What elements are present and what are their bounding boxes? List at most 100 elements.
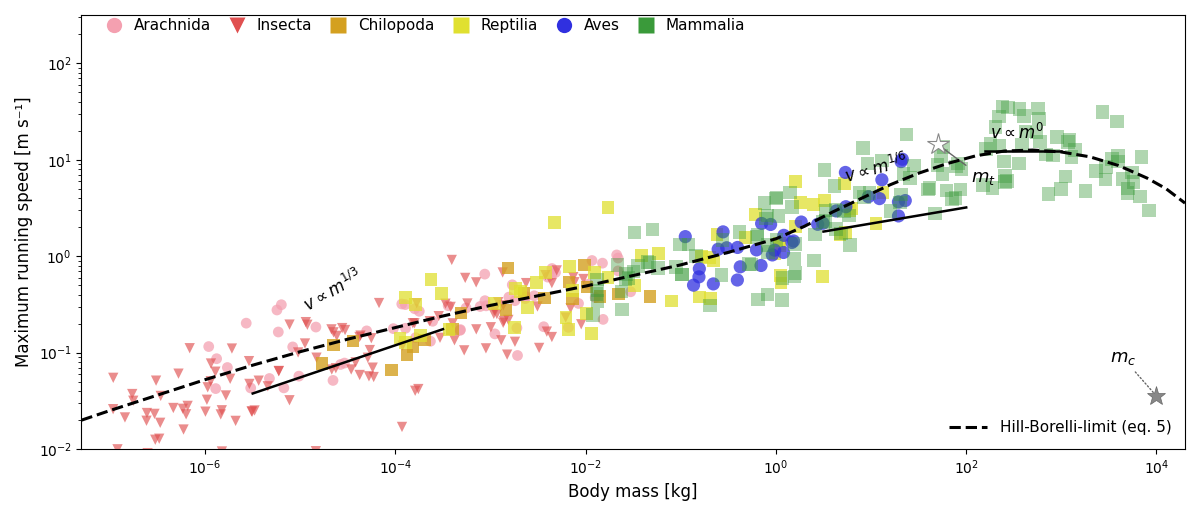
Point bbox=[835, 168, 854, 176]
Point bbox=[577, 283, 596, 292]
Point bbox=[607, 251, 626, 259]
Point bbox=[928, 161, 947, 169]
Point bbox=[784, 237, 803, 245]
Point bbox=[574, 275, 593, 283]
Point bbox=[108, 445, 127, 454]
Point bbox=[881, 207, 900, 215]
Point bbox=[814, 219, 833, 228]
Point bbox=[816, 206, 835, 215]
Point bbox=[770, 241, 790, 250]
Text: $m_c$: $m_c$ bbox=[1110, 349, 1154, 394]
Point bbox=[1051, 185, 1070, 194]
Point bbox=[830, 230, 850, 238]
Point bbox=[1093, 108, 1112, 116]
Point bbox=[1114, 175, 1133, 183]
Point bbox=[804, 256, 823, 264]
Point bbox=[146, 377, 166, 385]
Point bbox=[420, 317, 439, 325]
Point bbox=[242, 407, 262, 415]
Point bbox=[547, 266, 566, 275]
Point bbox=[350, 331, 370, 340]
Point bbox=[150, 434, 169, 443]
Point bbox=[686, 252, 706, 260]
Point bbox=[1016, 127, 1036, 136]
Point bbox=[221, 375, 240, 383]
Point bbox=[145, 436, 164, 444]
Point bbox=[608, 267, 628, 275]
Point bbox=[306, 323, 325, 331]
Point bbox=[1066, 146, 1085, 154]
Point bbox=[138, 449, 157, 457]
Point bbox=[1009, 105, 1028, 113]
Point bbox=[216, 391, 235, 399]
Point bbox=[827, 207, 846, 215]
Point bbox=[894, 170, 913, 179]
Point bbox=[557, 314, 576, 322]
Point bbox=[1009, 159, 1028, 168]
Point bbox=[804, 200, 823, 208]
Point bbox=[826, 206, 845, 214]
Point bbox=[746, 246, 766, 254]
Point bbox=[565, 278, 584, 286]
Point bbox=[535, 294, 554, 302]
Point bbox=[151, 418, 170, 427]
Point bbox=[545, 219, 564, 227]
Point bbox=[1028, 105, 1048, 113]
Point bbox=[995, 172, 1014, 180]
Point bbox=[767, 193, 786, 201]
Point bbox=[707, 230, 726, 238]
Point bbox=[757, 240, 776, 249]
Point bbox=[1109, 152, 1128, 160]
Point bbox=[396, 300, 415, 309]
Point bbox=[560, 304, 580, 312]
Point bbox=[648, 264, 667, 272]
Point bbox=[684, 281, 703, 289]
Point bbox=[782, 238, 802, 247]
Point bbox=[834, 207, 853, 215]
Point bbox=[890, 198, 910, 206]
Point bbox=[1048, 133, 1067, 141]
Point bbox=[766, 246, 785, 254]
Point bbox=[406, 333, 425, 342]
Point bbox=[442, 256, 461, 264]
Point bbox=[390, 334, 409, 342]
Point bbox=[1118, 189, 1138, 197]
Point bbox=[676, 233, 695, 241]
Point bbox=[241, 384, 260, 392]
Point bbox=[350, 333, 370, 341]
Point bbox=[212, 406, 232, 414]
Point bbox=[995, 157, 1014, 166]
Point bbox=[494, 317, 514, 325]
Point bbox=[599, 204, 618, 212]
Point bbox=[475, 297, 494, 305]
Point bbox=[587, 276, 606, 284]
Point bbox=[174, 425, 193, 433]
Point bbox=[542, 270, 562, 279]
Point bbox=[1056, 172, 1075, 181]
Point bbox=[222, 344, 241, 352]
Point bbox=[403, 319, 422, 327]
Point bbox=[505, 297, 524, 305]
Point bbox=[431, 334, 450, 342]
Point bbox=[346, 358, 365, 366]
Point bbox=[392, 423, 412, 431]
Point bbox=[115, 413, 134, 422]
Point bbox=[766, 249, 785, 257]
Point bbox=[283, 343, 302, 351]
Point bbox=[515, 289, 534, 297]
Point bbox=[1096, 175, 1115, 184]
Point bbox=[640, 259, 659, 267]
Point bbox=[542, 333, 562, 341]
Point bbox=[409, 307, 428, 315]
Point bbox=[124, 397, 143, 405]
Point bbox=[774, 248, 793, 256]
Point bbox=[505, 284, 524, 292]
Point bbox=[499, 316, 518, 324]
Point bbox=[925, 209, 944, 217]
Point bbox=[631, 252, 650, 260]
Point bbox=[409, 385, 428, 393]
X-axis label: Body mass [kg]: Body mass [kg] bbox=[569, 483, 698, 501]
Point bbox=[406, 386, 425, 395]
Point bbox=[1109, 157, 1128, 166]
Point bbox=[546, 268, 565, 277]
